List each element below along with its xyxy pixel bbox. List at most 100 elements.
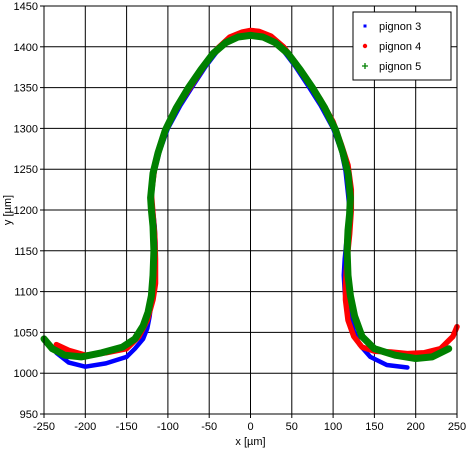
data-point [347, 292, 354, 299]
data-point [359, 344, 365, 350]
data-point [429, 353, 436, 360]
data-point [256, 29, 261, 34]
data-point [173, 105, 180, 111]
data-point [131, 335, 138, 342]
data-point [185, 84, 192, 91]
x-tick-label: 200 [407, 421, 425, 433]
legend-marker [363, 24, 367, 28]
data-point [133, 347, 137, 351]
data-point [392, 352, 399, 359]
data-point [145, 309, 152, 315]
data-point [321, 105, 328, 111]
data-point [351, 313, 358, 320]
data-point [67, 361, 71, 365]
data-point [421, 350, 427, 355]
data-point [309, 84, 316, 91]
data-point [150, 247, 157, 254]
data-point [359, 333, 366, 340]
tick-labels: -250 -200 -150 -100 -50 0 50 100 150 200 250 950 100… [14, 1, 467, 433]
legend-item: pignon 5 [362, 61, 421, 73]
legend-item: pignon 3 [363, 21, 421, 33]
y-tick-label: 1100 [14, 287, 38, 299]
data-point [148, 207, 155, 213]
data-point [141, 337, 145, 341]
data-point [150, 223, 157, 230]
data-point [104, 361, 108, 365]
data-point [405, 365, 409, 369]
data-point [162, 127, 169, 134]
data-point [445, 345, 452, 352]
data-point [147, 194, 154, 201]
data-point [351, 334, 356, 339]
x-axis-title: x [µm] [235, 436, 265, 448]
y-tick-label: 1350 [14, 83, 38, 95]
data-point [259, 34, 266, 41]
x-tick-label: -50 [201, 421, 217, 433]
data-point [145, 326, 149, 330]
data-point [61, 352, 68, 359]
legend-label: pignon 4 [379, 41, 421, 53]
y-tick-label: 1250 [14, 164, 38, 176]
data-point [49, 345, 56, 352]
x-tick-label: 250 [448, 421, 466, 433]
x-tick-label: -150 [116, 421, 138, 433]
legend: pignon 3 pignon 4 pignon 5 [352, 11, 452, 81]
y-tick-label: 1450 [14, 1, 38, 13]
data-point [78, 353, 85, 360]
data-point [222, 39, 229, 46]
legend-marker [362, 43, 368, 49]
x-tick-label: -200 [74, 421, 96, 433]
data-point [346, 211, 353, 218]
x-tick-label: 50 [286, 421, 298, 433]
data-point [210, 50, 217, 57]
data-point [150, 272, 157, 279]
y-axis-title: y [µm] [2, 195, 14, 225]
legend-marker [362, 63, 368, 69]
data-point [247, 32, 254, 39]
y-tick-label: 1400 [14, 42, 38, 54]
data-point [148, 292, 155, 299]
x-tick-label: 100 [324, 421, 342, 433]
data-point [150, 170, 157, 177]
legend-label: pignon 5 [379, 61, 421, 73]
data-point [83, 365, 87, 369]
y-tick-label: 1050 [14, 327, 38, 339]
y-tick-label: 950 [20, 409, 38, 421]
data-point [119, 344, 126, 351]
y-tick-label: 1150 [14, 246, 38, 258]
data-point [272, 39, 279, 46]
data-point [344, 247, 351, 254]
data-point [412, 355, 419, 362]
data-point [235, 34, 242, 41]
data-point [54, 342, 59, 347]
data-point [154, 149, 161, 156]
data-point [66, 348, 71, 353]
x-tick-label: -100 [157, 421, 179, 433]
data-point [98, 349, 105, 356]
data-point [385, 363, 389, 367]
data-point [347, 194, 354, 201]
x-tick-label: 150 [365, 421, 383, 433]
data-point [368, 355, 372, 359]
x-tick-label: -250 [33, 421, 55, 433]
data-point [248, 28, 253, 33]
data-point [297, 66, 304, 73]
legend-label: pignon 3 [379, 21, 421, 33]
y-tick-label: 1300 [14, 123, 38, 135]
data-point [197, 66, 204, 73]
legend-box [352, 11, 452, 81]
data-point [371, 345, 378, 352]
series-pignon-5 [40, 31, 453, 362]
data-point [340, 149, 347, 156]
data-point [344, 272, 351, 279]
data-point [125, 355, 129, 359]
data-point [345, 317, 351, 323]
data-point [140, 322, 147, 329]
x-tick-label: 0 [247, 421, 253, 433]
data-point [284, 50, 291, 57]
data-point [450, 334, 456, 339]
y-tick-label: 1000 [14, 368, 38, 380]
data-point [344, 227, 351, 234]
series-layer [40, 27, 460, 370]
